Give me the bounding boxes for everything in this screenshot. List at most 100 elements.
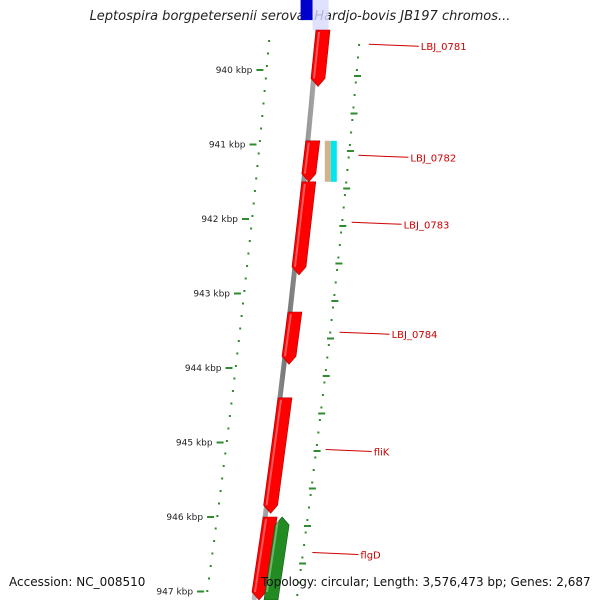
- gc-dot: [332, 306, 334, 309]
- map-title: Leptospira borgpetersenii serovar Hardjo…: [89, 9, 511, 24]
- gene-arrow-shine: [294, 183, 306, 267]
- gc-dot: [253, 190, 256, 192]
- gc-dot: [334, 281, 337, 284]
- gc-dot: [355, 69, 358, 71]
- gc-dot: [247, 252, 250, 255]
- gc-dot: [308, 506, 310, 509]
- gc-dot: [337, 256, 340, 259]
- gc-dot: [340, 231, 343, 234]
- gc-dot: [350, 131, 353, 134]
- gene-arrow-shine: [284, 313, 292, 357]
- kbp-scale: 940 kbp 941 kbp 942 kbp 943 kbp 944 kbp 945 k…: [156, 66, 264, 598]
- gc-dot: [240, 315, 243, 317]
- gc-dot: [343, 194, 346, 196]
- gc-dot: [243, 290, 246, 292]
- gc-dot: [298, 581, 300, 584]
- gc-dot: [352, 106, 355, 109]
- gene-arrow-shine: [313, 31, 320, 79]
- gc-dot: [326, 356, 329, 359]
- gc-dot: [218, 502, 220, 505]
- gc-dot: [227, 427, 230, 430]
- gene-label-lbj_0781[interactable]: LBJ_0781: [421, 42, 467, 53]
- gene-label-leader: [325, 449, 372, 452]
- gc-dot: [347, 156, 350, 159]
- gc-dot: [324, 369, 327, 371]
- gc-dot: [312, 469, 315, 471]
- gc-dot: [211, 552, 214, 555]
- backbone-line: [251, 29, 321, 600]
- gc-dot: [237, 340, 240, 342]
- gc-dot: [327, 344, 330, 346]
- gc-dot: [299, 569, 302, 571]
- gene-label-lbj_0784[interactable]: LBJ_0784: [392, 330, 438, 341]
- gc-dot: [233, 377, 236, 380]
- gc-dot: [242, 302, 244, 305]
- gc-dot: [228, 415, 231, 417]
- gc-dot: [224, 452, 227, 455]
- gc-dot: [318, 419, 321, 421]
- gc-dash: [331, 300, 339, 302]
- gc-dot: [346, 169, 349, 171]
- gc-dot: [330, 319, 333, 321]
- top-feature-shade: [312, 0, 329, 30]
- kbp-tick-mark: [225, 367, 233, 369]
- gene-label-lbj_0782[interactable]: LBJ_0782: [410, 153, 456, 164]
- gene-arrow-lbj_0782[interactable]: [301, 140, 321, 183]
- gc-dot: [311, 481, 314, 484]
- gene-arrow-lbj_0781[interactable]: [310, 29, 331, 87]
- gc-dot: [246, 265, 249, 267]
- gene-arrow-flik[interactable]: [263, 397, 293, 514]
- gc-dot: [260, 127, 263, 130]
- gc-dash: [335, 262, 343, 265]
- gc-dot: [301, 556, 304, 559]
- gene-arrow-lbj_0783[interactable]: [291, 181, 317, 276]
- gc-dot: [262, 102, 265, 105]
- small-feature-1[interactable]: [330, 140, 337, 182]
- gc-dot: [225, 440, 228, 442]
- gene-arrow-shine: [303, 142, 310, 174]
- gc-dot: [341, 219, 344, 221]
- small-feature-0[interactable]: [324, 140, 331, 182]
- gc-dot: [338, 244, 341, 246]
- kbp-tick-label: 947 kbp: [156, 588, 193, 598]
- gene-arrow-unnamed-5[interactable]: [251, 516, 278, 600]
- gc-dot: [252, 202, 255, 205]
- kbp-tick-mark: [249, 143, 257, 146]
- gc-dash: [350, 112, 358, 115]
- gc-dot: [320, 406, 323, 409]
- gc-dash: [318, 412, 326, 415]
- gene-label-flik[interactable]: fliK: [374, 448, 390, 459]
- backbone: [251, 29, 321, 600]
- gene-labels: LBJ_0781 LBJ_0782 LBJ_0783 LBJ_0784 fliK flgD: [312, 42, 467, 562]
- gc-dot: [257, 152, 260, 155]
- gene-label-leader: [358, 154, 409, 158]
- gc-dot: [206, 590, 209, 592]
- gc-dot: [265, 65, 268, 67]
- gc-dash: [299, 562, 307, 565]
- gc-dot: [303, 544, 306, 546]
- gene-label-flgd[interactable]: flgD: [360, 551, 381, 562]
- gene-arrow-lbj_0784[interactable]: [281, 311, 303, 365]
- gene-label-leader: [339, 331, 390, 335]
- gc-dot: [208, 577, 210, 580]
- gene-arrow-shine: [254, 518, 268, 593]
- gene-label-leader: [351, 221, 402, 225]
- gc-dot: [306, 519, 309, 521]
- gc-dash: [313, 450, 321, 452]
- gc-dot: [209, 565, 212, 567]
- gc-dot: [236, 352, 239, 355]
- gene-label-leader: [368, 43, 419, 47]
- gc-dot: [263, 90, 266, 92]
- gene-arrow-flgd[interactable]: [263, 516, 290, 600]
- gc-dash: [322, 375, 330, 377]
- gene-label-lbj_0783[interactable]: LBJ_0783: [404, 220, 450, 231]
- gc-dot: [255, 177, 258, 180]
- gc-dot: [314, 456, 317, 459]
- gc-dot: [323, 381, 326, 384]
- gc-dot: [309, 494, 312, 496]
- gc-dash: [343, 187, 351, 190]
- gc-dot: [248, 240, 251, 242]
- gc-dash: [304, 525, 311, 527]
- gc-dot: [336, 269, 339, 271]
